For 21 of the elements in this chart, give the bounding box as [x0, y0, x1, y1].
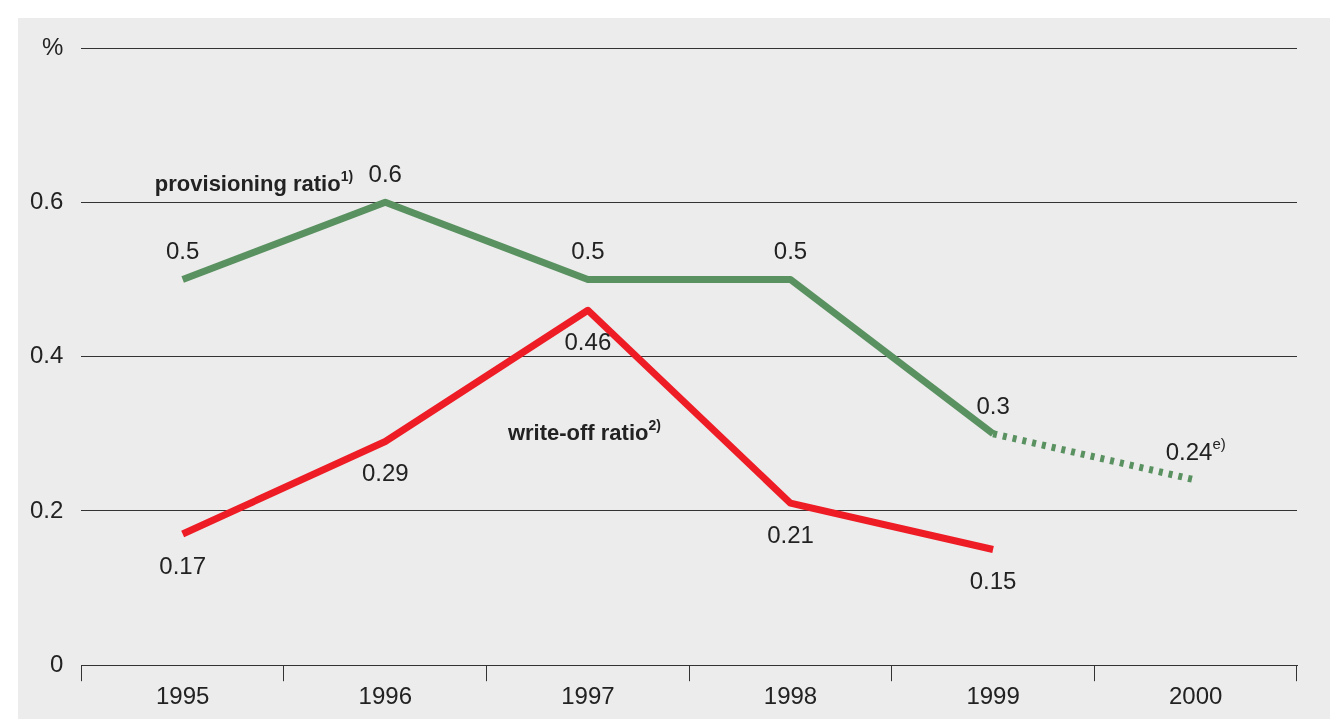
y-tick-label: 0 — [50, 649, 64, 677]
y-tick-label: % — [42, 32, 64, 60]
x-tick-label: 1997 — [561, 682, 615, 710]
data-label: 0.15 — [969, 567, 1017, 595]
x-tick-label: 1999 — [966, 682, 1020, 710]
data-label: 0.3 — [976, 391, 1010, 419]
x-tick-label: 1995 — [155, 682, 210, 710]
y-tick-label: 0.4 — [29, 341, 64, 369]
y-tick-label: 0.6 — [29, 186, 64, 214]
data-label: 0.5 — [165, 237, 200, 265]
x-tick-label: 2000 — [1169, 682, 1223, 710]
data-label: 0.6 — [368, 160, 402, 188]
data-label: 0.5 — [571, 237, 605, 265]
x-tick-label: 1996 — [358, 682, 412, 710]
data-label: 0.46 — [564, 328, 612, 356]
y-tick-label: 0.2 — [29, 495, 64, 523]
data-label: 0.17 — [159, 552, 207, 580]
x-tick-label: 1998 — [763, 682, 818, 710]
data-label: 0.21 — [767, 521, 814, 549]
data-label: 0.29 — [361, 459, 409, 487]
data-label: 0.5 — [773, 237, 808, 265]
